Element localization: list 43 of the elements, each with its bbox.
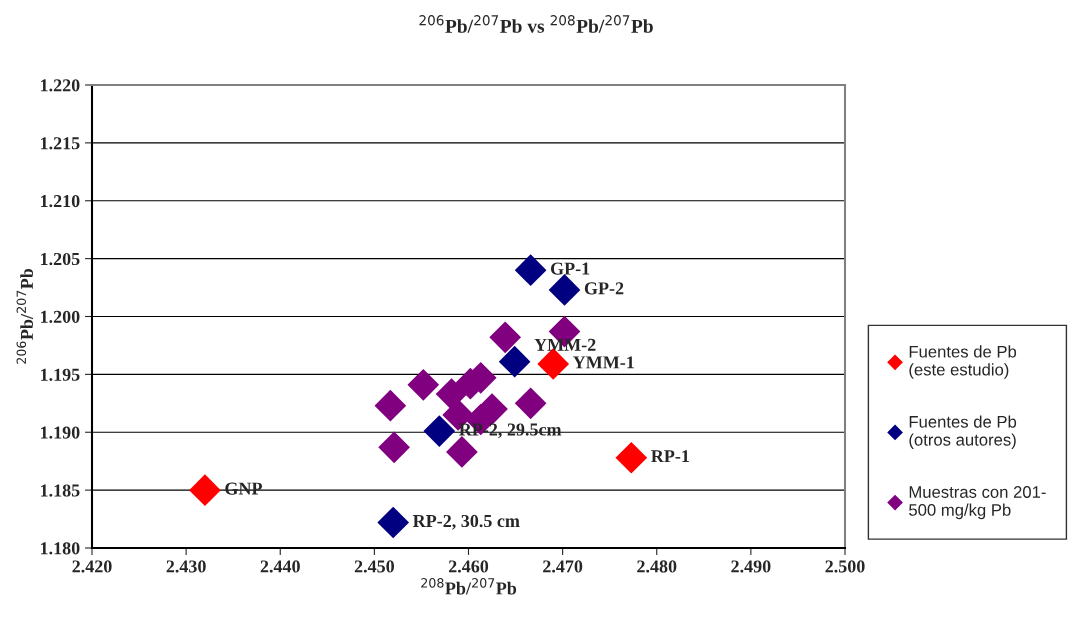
y-tick-label: 1.185: [41, 484, 80, 497]
point: [514, 254, 547, 287]
annotation: YMM-2: [534, 338, 596, 351]
point: [489, 321, 522, 354]
x-tick-label: 2.450: [354, 560, 394, 573]
x-tick-label: 2.480: [637, 560, 677, 573]
point: [378, 431, 410, 464]
point: [374, 389, 407, 422]
y-tick-label: 1.200: [41, 310, 80, 324]
point: [377, 506, 410, 539]
point: [514, 387, 547, 420]
y-tick-label: 1.220: [41, 79, 80, 92]
point: [548, 274, 581, 306]
y-tick-label: 1.195: [41, 368, 80, 381]
x-tick-label: 2.440: [260, 560, 300, 573]
x-tick-label: 2.420: [72, 560, 112, 573]
x-tick-label: 2.430: [166, 560, 206, 573]
annotation: RP-2, 30.5 cm: [412, 514, 520, 530]
point: [407, 368, 440, 401]
y-tick-label: 1.210: [41, 195, 80, 208]
y-tick-label: 1.215: [41, 137, 80, 150]
x-tick-label: 2.470: [543, 560, 583, 573]
annotation: RP-1: [651, 450, 689, 463]
x-axis-title: $^{208}$Pb/$^{207}$Pb: [421, 578, 517, 595]
legend-label: Fuentes de Pb (este estudio): [909, 345, 1017, 379]
legend-label: Muestras con 201-500 mg/kg Pb: [909, 486, 1046, 520]
point: [498, 345, 531, 378]
y-tick-label: 1.205: [41, 252, 80, 266]
chart-title: $^{206}$Pb/$^{207}$Pb vs $^{208}$Pb/$^{207}$Pb: [419, 15, 653, 33]
x-tick-label: 2.490: [731, 560, 771, 573]
point: [615, 441, 648, 474]
y-axis-title: $^{206}$Pb/$^{207}$Pb: [16, 268, 33, 364]
annotation: GP-2: [584, 282, 624, 295]
point: [423, 415, 456, 447]
y-tick-label: 1.180: [41, 542, 80, 555]
x-tick-label: 2.500: [825, 560, 865, 573]
annotation: GP-1: [550, 262, 590, 275]
x-tick-label: 2.460: [448, 560, 489, 573]
y-tick-label: 1.190: [41, 426, 80, 439]
annotation: YMM-1: [572, 356, 634, 369]
point: [189, 474, 221, 506]
legend-label: Fuentes de Pb (otros autores): [909, 415, 1017, 449]
point: [446, 436, 478, 468]
